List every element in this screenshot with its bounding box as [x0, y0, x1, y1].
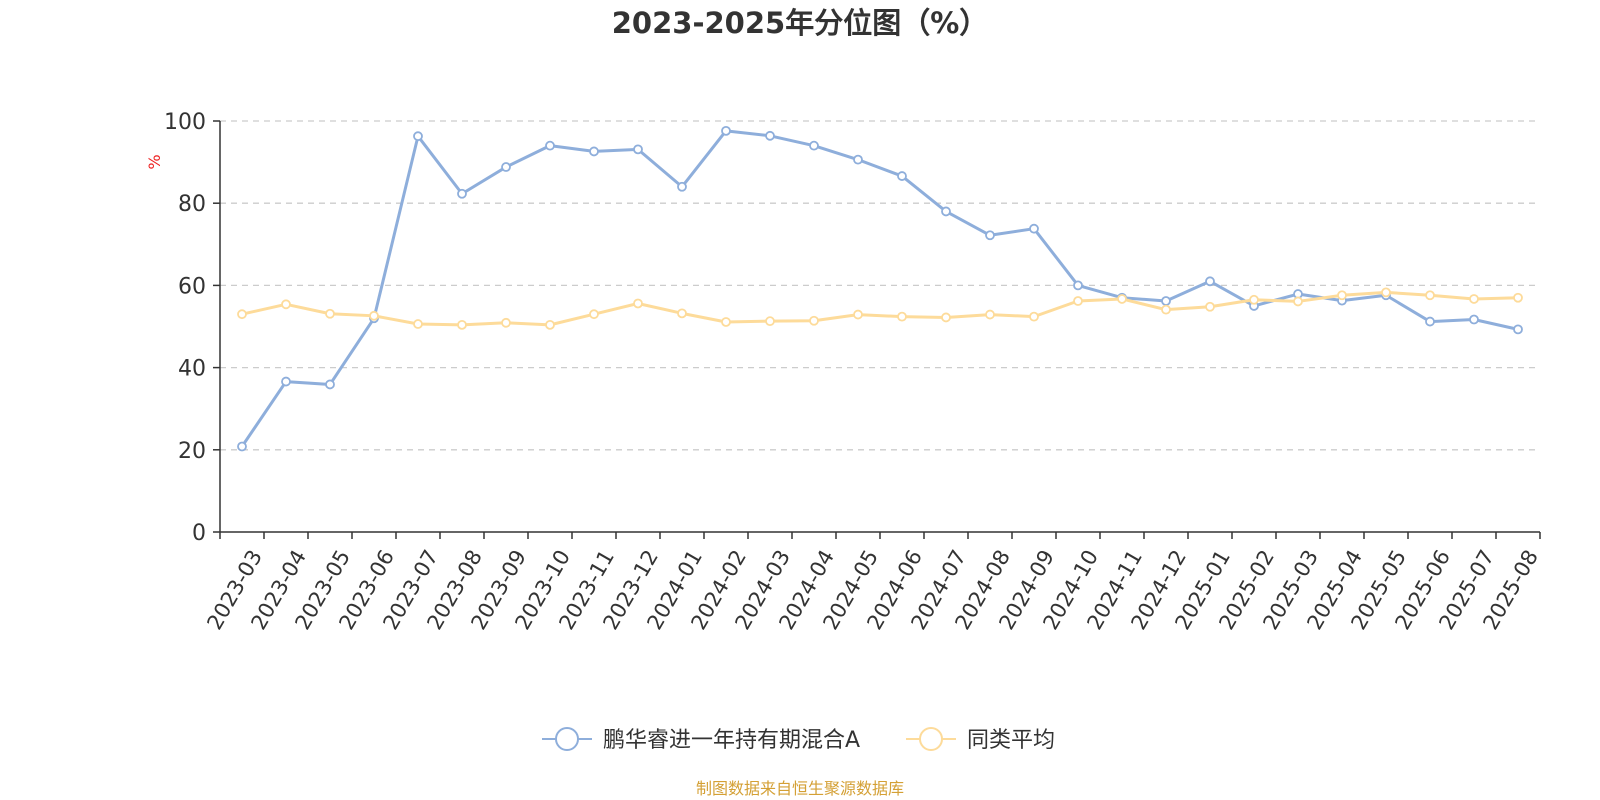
y-tick-label: 40	[178, 357, 206, 382]
data-point	[237, 441, 247, 452]
data-point	[545, 319, 555, 330]
series-1	[237, 125, 1523, 452]
data-point	[897, 171, 907, 181]
legend-item-2[interactable]: 同类平均	[906, 727, 1055, 753]
data-point	[545, 140, 555, 151]
data-point	[457, 319, 467, 330]
data-point	[1249, 294, 1259, 305]
data-point	[1293, 296, 1303, 307]
grid-lines	[220, 120, 1540, 451]
data-point	[809, 315, 819, 326]
data-point	[1381, 287, 1391, 298]
legend-label: 鹏华睿进一年持有期混合A	[603, 728, 860, 753]
data-point	[589, 146, 599, 157]
series-line	[240, 129, 1519, 448]
data-point	[1205, 276, 1215, 287]
legend[interactable]: 鹏华睿进一年持有期混合A 同类平均	[542, 727, 1055, 753]
chart-title: 2023-2025年分位图（%）	[612, 6, 989, 40]
series-2	[237, 287, 1523, 330]
legend-label: 同类平均	[967, 728, 1055, 753]
data-point	[1161, 296, 1171, 306]
data-point	[897, 311, 907, 322]
data-point	[1337, 290, 1347, 301]
data-point	[985, 309, 995, 320]
data-point	[1161, 304, 1171, 315]
data-point	[985, 230, 995, 241]
y-tick-label: 0	[192, 521, 206, 546]
data-point	[941, 206, 951, 217]
series-line	[241, 290, 1519, 327]
data-point	[1073, 280, 1083, 291]
data-point	[1513, 324, 1523, 335]
data-point	[677, 181, 687, 192]
data-point	[413, 131, 423, 142]
data-point	[1425, 316, 1435, 327]
data-point	[1469, 314, 1479, 325]
data-point	[633, 144, 643, 155]
y-axis-unit-label: %	[145, 154, 164, 169]
data-point	[501, 317, 511, 328]
data-point	[413, 319, 423, 329]
data-point	[589, 309, 599, 320]
y-tick-label: 60	[178, 274, 206, 299]
data-point	[1117, 294, 1127, 304]
data-point	[1029, 311, 1039, 322]
data-point	[809, 140, 819, 151]
data-point	[281, 299, 291, 310]
data-point	[1205, 301, 1215, 312]
data-point	[1513, 292, 1523, 303]
data-point	[633, 298, 643, 309]
data-point	[1073, 296, 1083, 306]
data-point	[325, 379, 335, 390]
legend-marker	[919, 727, 943, 751]
legend-item-1[interactable]: 鹏华睿进一年持有期混合A	[542, 727, 860, 753]
data-point	[677, 308, 687, 319]
y-tick-label: 80	[178, 192, 206, 217]
data-point	[501, 162, 511, 172]
series-group	[237, 125, 1523, 452]
data-point	[765, 316, 775, 327]
data-point	[941, 312, 951, 323]
data-point	[369, 310, 379, 321]
x-axis-ticks: 2023-032023-042023-052023-062023-072023-…	[202, 532, 1543, 634]
data-point	[853, 154, 863, 165]
data-point	[853, 309, 863, 320]
data-point	[1425, 290, 1435, 301]
data-point	[1469, 294, 1479, 304]
legend-marker	[555, 727, 579, 751]
y-tick-label: 100	[164, 110, 206, 135]
data-point	[457, 188, 467, 199]
data-point	[765, 130, 775, 141]
data-point	[281, 376, 291, 387]
data-point	[237, 309, 247, 320]
data-point	[1029, 223, 1039, 234]
data-point	[325, 308, 335, 319]
data-point	[721, 317, 731, 327]
data-source-note: 制图数据来自恒生聚源数据库	[696, 779, 904, 798]
y-tick-label: 20	[178, 439, 206, 464]
y-axis-ticks: 0 20 40 60 80 100	[164, 110, 220, 546]
data-point	[721, 125, 731, 136]
